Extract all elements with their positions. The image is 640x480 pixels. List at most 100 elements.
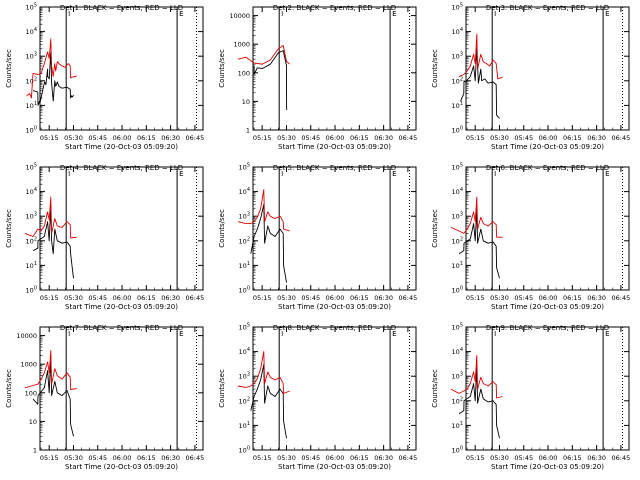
- y-tick-label: 103: [452, 52, 463, 61]
- start-marker-label: I: [281, 170, 283, 178]
- y-tick-label: 100: [26, 126, 37, 135]
- y-tick-label: 103: [26, 52, 37, 61]
- y-tick-label: 102: [452, 76, 463, 85]
- detector-chart: Det 3: BLACK = Events, RED = LLD 100 101 10…: [431, 3, 630, 152]
- x-tick-label: 05:15: [40, 294, 59, 302]
- x-tick-label: 06:15: [563, 454, 582, 462]
- y-axis-label: Counts/sec: [218, 369, 226, 408]
- x-tick-label: 05:15: [253, 454, 272, 462]
- lld-series-line: [450, 196, 503, 238]
- detector-panel: Det 4: BLACK = Events, RED = LLD 100 101 10…: [0, 160, 213, 320]
- events-series-line: [458, 365, 500, 439]
- y-tick-label: 104: [452, 187, 463, 196]
- y-axis-label: Counts/sec: [5, 209, 13, 248]
- chart-title: Det 7: BLACK = Events, RED = LLD: [60, 324, 183, 332]
- y-tick-label: 103: [239, 212, 250, 221]
- y-tick-label: 10: [29, 418, 37, 426]
- x-tick-label: 05:15: [466, 134, 485, 142]
- events-series-line: [458, 208, 500, 279]
- x-tick-label: 06:45: [399, 134, 418, 142]
- detector-panel: Det 5: BLACK = Events, RED = LLD 100 101 10…: [213, 160, 426, 320]
- x-tick-label: 06:30: [161, 294, 180, 302]
- plot-frame: [465, 326, 630, 451]
- detector-chart: Det 1: BLACK = Events, RED = LLD 100 101 10…: [5, 3, 205, 152]
- detector-chart: Det 2: BLACK = Events, RED = LLD 1 10 100 10…: [218, 4, 418, 151]
- y-tick-label: 100: [452, 286, 463, 295]
- x-tick-label: 06:15: [563, 294, 582, 302]
- x-tick-label: 06:45: [186, 454, 205, 462]
- x-tick-label: 06:15: [350, 454, 369, 462]
- x-tick-label: 06:00: [113, 294, 132, 302]
- start-marker-label: I: [281, 330, 283, 338]
- x-tick-label: 06:15: [137, 454, 156, 462]
- y-tick-label: 1000: [233, 41, 250, 49]
- chart-title: Det 4: BLACK = Events, RED = LLD: [60, 164, 183, 172]
- x-tick-label: 05:30: [490, 134, 509, 142]
- plot-frame: [252, 326, 417, 451]
- x-tick-label: 05:15: [40, 454, 59, 462]
- detector-panel: Det 1: BLACK = Events, RED = LLD 100 101 10…: [0, 0, 213, 160]
- chart-title: Det 6: BLACK = Events, RED = LLD: [486, 164, 609, 172]
- y-tick-label: 101: [26, 101, 37, 110]
- lld-series-line: [24, 196, 77, 239]
- x-tick-label: 05:15: [466, 454, 485, 462]
- end-marker-label: E: [392, 10, 396, 18]
- y-tick-label: 103: [452, 372, 463, 381]
- y-tick-label: 105: [239, 323, 250, 332]
- plot-frame: [39, 166, 204, 291]
- x-tick-label: 06:30: [587, 454, 606, 462]
- x-tick-label: 06:00: [326, 134, 345, 142]
- x-tick-label: 06:45: [186, 134, 205, 142]
- x-tick-label: 05:15: [40, 134, 59, 142]
- lld-series-line: [237, 351, 290, 394]
- chart-title: Det 1: BLACK = Events, RED = LLD: [60, 4, 183, 12]
- y-tick-label: 105: [452, 3, 463, 12]
- y-tick-label: 104: [452, 347, 463, 356]
- start-marker-label: I: [68, 170, 70, 178]
- x-axis-label: Start Time (20-Oct-03 05:09:20): [278, 143, 391, 151]
- x-tick-label: 05:45: [301, 454, 320, 462]
- y-tick-label: 104: [239, 347, 250, 356]
- lld-series-line: [458, 33, 503, 80]
- end-marker-label: E: [605, 170, 609, 178]
- end-marker-label: E: [605, 330, 609, 338]
- x-tick-label: 06:15: [350, 134, 369, 142]
- y-axis-label: Counts/sec: [431, 49, 439, 88]
- plot-frame: [465, 6, 630, 131]
- y-tick-label: 100: [452, 126, 463, 135]
- y-axis-label: Counts/sec: [5, 49, 13, 88]
- x-tick-label: 05:15: [466, 294, 485, 302]
- x-tick-label: 05:45: [88, 454, 107, 462]
- y-tick-label: 105: [26, 163, 37, 172]
- start-marker-label: I: [281, 10, 283, 18]
- events-series-line: [32, 205, 74, 279]
- events-series-line: [32, 51, 75, 106]
- y-axis-label: Counts/sec: [218, 209, 226, 248]
- y-tick-label: 105: [26, 3, 37, 12]
- y-axis-label: Counts/sec: [431, 209, 439, 248]
- events-series-line: [460, 48, 500, 119]
- y-axis-label: Counts/sec: [5, 369, 13, 408]
- y-tick-label: 100: [239, 446, 250, 455]
- x-tick-label: 05:45: [88, 134, 107, 142]
- x-axis-label: Start Time (20-Oct-03 05:09:20): [491, 303, 604, 311]
- x-tick-label: 06:30: [374, 294, 393, 302]
- x-axis-label: Start Time (20-Oct-03 05:09:20): [65, 463, 178, 471]
- chart-title: Det 5: BLACK = Events, RED = LLD: [273, 164, 396, 172]
- x-tick-label: 06:15: [350, 294, 369, 302]
- x-tick-label: 06:45: [612, 294, 631, 302]
- start-marker-label: I: [494, 330, 496, 338]
- x-axis-label: Start Time (20-Oct-03 05:09:20): [491, 463, 604, 471]
- x-tick-label: 05:30: [490, 454, 509, 462]
- y-tick-label: 104: [452, 27, 463, 36]
- lld-series-line: [24, 350, 77, 390]
- x-tick-label: 06:15: [137, 134, 156, 142]
- x-tick-label: 06:30: [374, 454, 393, 462]
- x-tick-label: 05:45: [514, 454, 533, 462]
- x-tick-label: 05:45: [514, 294, 533, 302]
- x-tick-label: 06:15: [563, 134, 582, 142]
- detector-panel: Det 7: BLACK = Events, RED = LLD 1 10 100 10…: [0, 320, 213, 480]
- plot-frame: [465, 166, 630, 291]
- x-tick-label: 06:30: [587, 134, 606, 142]
- x-axis-label: Start Time (20-Oct-03 05:09:20): [65, 303, 178, 311]
